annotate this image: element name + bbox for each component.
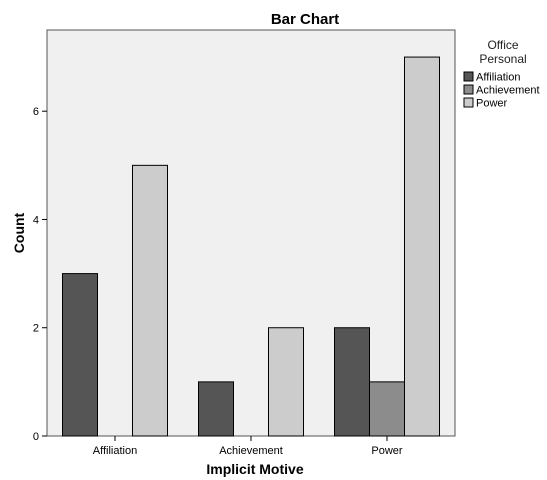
legend-label-affiliation: Affiliation — [476, 72, 520, 84]
x-tick-label: Affiliation — [93, 445, 137, 457]
bar-affiliation-affiliation — [62, 273, 98, 437]
legend-label-power: Power — [476, 98, 508, 110]
y-tick-label: 2 — [33, 323, 39, 335]
bar-power-achievement — [369, 381, 405, 437]
bar-achievement-affiliation — [198, 381, 234, 437]
legend-title-line-1: Office — [487, 38, 518, 52]
bar-power-power — [404, 56, 440, 437]
legend: Office Personal AffiliationAchievementPo… — [463, 38, 540, 110]
bar-power-affiliation — [334, 327, 370, 437]
y-tick-label: 6 — [33, 106, 39, 118]
plot-area — [46, 29, 456, 437]
y-tick-label: 0 — [33, 431, 39, 443]
bar-achievement-power — [268, 327, 304, 437]
chart-title: Bar Chart — [271, 11, 339, 28]
y-axis: 0 2 4 6 — [33, 106, 47, 443]
legend-swatch-affiliation — [463, 71, 474, 82]
x-tick-label: Power — [371, 445, 403, 457]
x-tick-label: Achievement — [219, 445, 283, 457]
x-axis: Affiliation Achievement Power — [93, 436, 403, 457]
legend-swatch-achievement — [463, 84, 474, 95]
legend-label-achievement: Achievement — [476, 85, 540, 97]
legend-title-line-2: Personal — [479, 52, 526, 66]
bar-affiliation-power — [132, 164, 168, 437]
legend-swatch-power — [463, 97, 474, 108]
x-axis-title: Implicit Motive — [206, 461, 303, 477]
y-tick-label: 4 — [33, 214, 39, 226]
y-axis-title: Count — [11, 212, 27, 253]
bars-group — [62, 56, 440, 437]
